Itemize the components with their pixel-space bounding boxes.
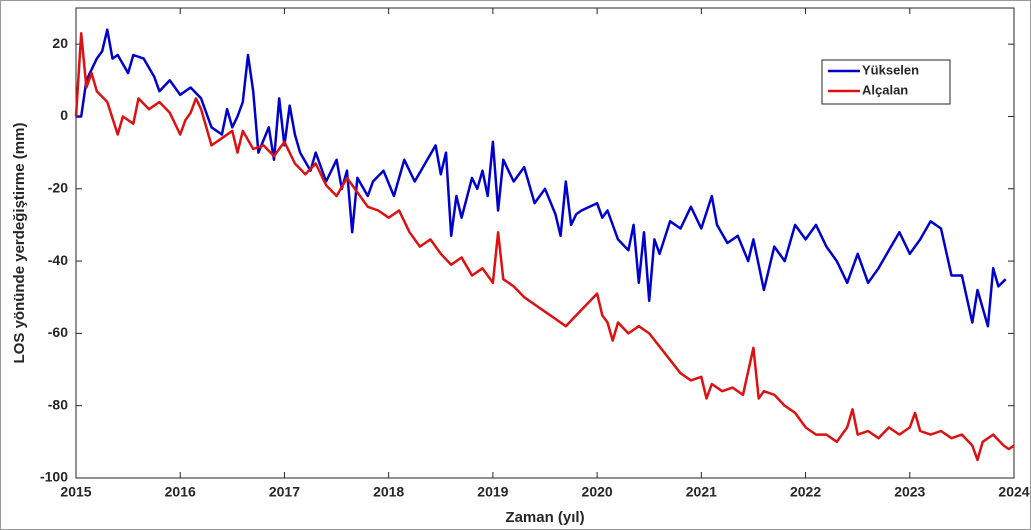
legend-label: Alçalan bbox=[862, 82, 908, 97]
legend-label: Yükselen bbox=[862, 62, 919, 77]
data-line bbox=[74, 32, 1015, 462]
data-line bbox=[76, 28, 1007, 328]
x-tick-label: 2023 bbox=[894, 484, 925, 500]
y-tick-label: -60 bbox=[48, 324, 68, 340]
legend-box bbox=[821, 59, 951, 105]
y-tick-label: 0 bbox=[60, 107, 68, 123]
y-tick-label: -80 bbox=[48, 396, 68, 412]
x-axis-label: Zaman (yıl) bbox=[505, 509, 584, 526]
y-tick-label: -100 bbox=[40, 469, 68, 485]
x-tick-label: 2017 bbox=[269, 484, 300, 500]
x-tick-label: 2020 bbox=[582, 484, 613, 500]
x-tick-label: 2024 bbox=[998, 484, 1029, 500]
y-tick-label: 20 bbox=[52, 35, 68, 51]
x-tick-label: 2021 bbox=[686, 484, 717, 500]
x-tick-label: 2019 bbox=[477, 484, 508, 500]
x-tick-label: 2016 bbox=[165, 484, 196, 500]
y-tick-label: -20 bbox=[48, 179, 68, 195]
x-tick-label: 2022 bbox=[790, 484, 821, 500]
x-tick-label: 2018 bbox=[373, 484, 404, 500]
y-axis-label: LOS yönünde yerdeğiştirme (mm) bbox=[11, 123, 28, 364]
y-tick-label: -40 bbox=[48, 252, 68, 268]
x-tick-label: 2015 bbox=[60, 484, 91, 500]
